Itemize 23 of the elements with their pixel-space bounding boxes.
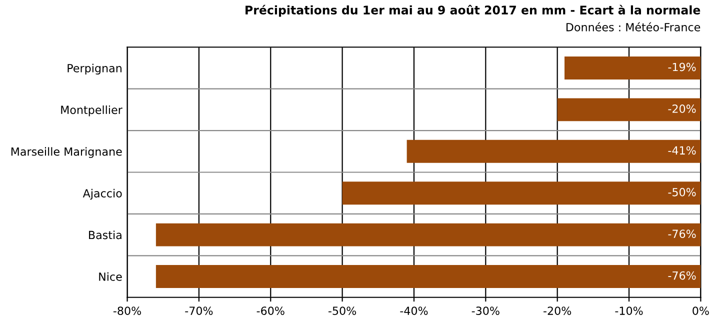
x-tick-label: -40% [400,306,428,316]
x-tick-label: -70% [185,306,213,316]
data-label: -19% [668,62,696,72]
y-tick-label: Ajaccio [82,188,122,200]
data-label: -50% [668,188,696,196]
data-label: -76% [668,271,696,280]
data-label: -76% [668,230,696,238]
y-tick-label: Perpignan [68,64,122,75]
y-tick-label: Bastia [89,230,122,240]
x-tick-label: -20% [544,306,572,316]
chart-title: Précipitations du 1er mai au 9 août 2017 en mm - Ecart à la normale [246,4,700,17]
x-tick-label: 0% [692,306,709,316]
chart-subtitle: Données : Météo-France [566,22,700,32]
x-tick-label: -60% [256,306,284,316]
y-tick-label: Nice [99,272,122,281]
x-tick-label: -30% [472,306,500,316]
y-tick-label: Marseille Marignane [11,147,122,158]
y-tick-label: Montpellier [61,105,122,116]
data-label: -41% [668,146,696,155]
data-label: -20% [668,104,696,113]
x-tick-label: -80% [113,306,142,316]
x-tick-label: -50% [328,306,356,316]
x-tick-label: -10% [615,306,643,316]
